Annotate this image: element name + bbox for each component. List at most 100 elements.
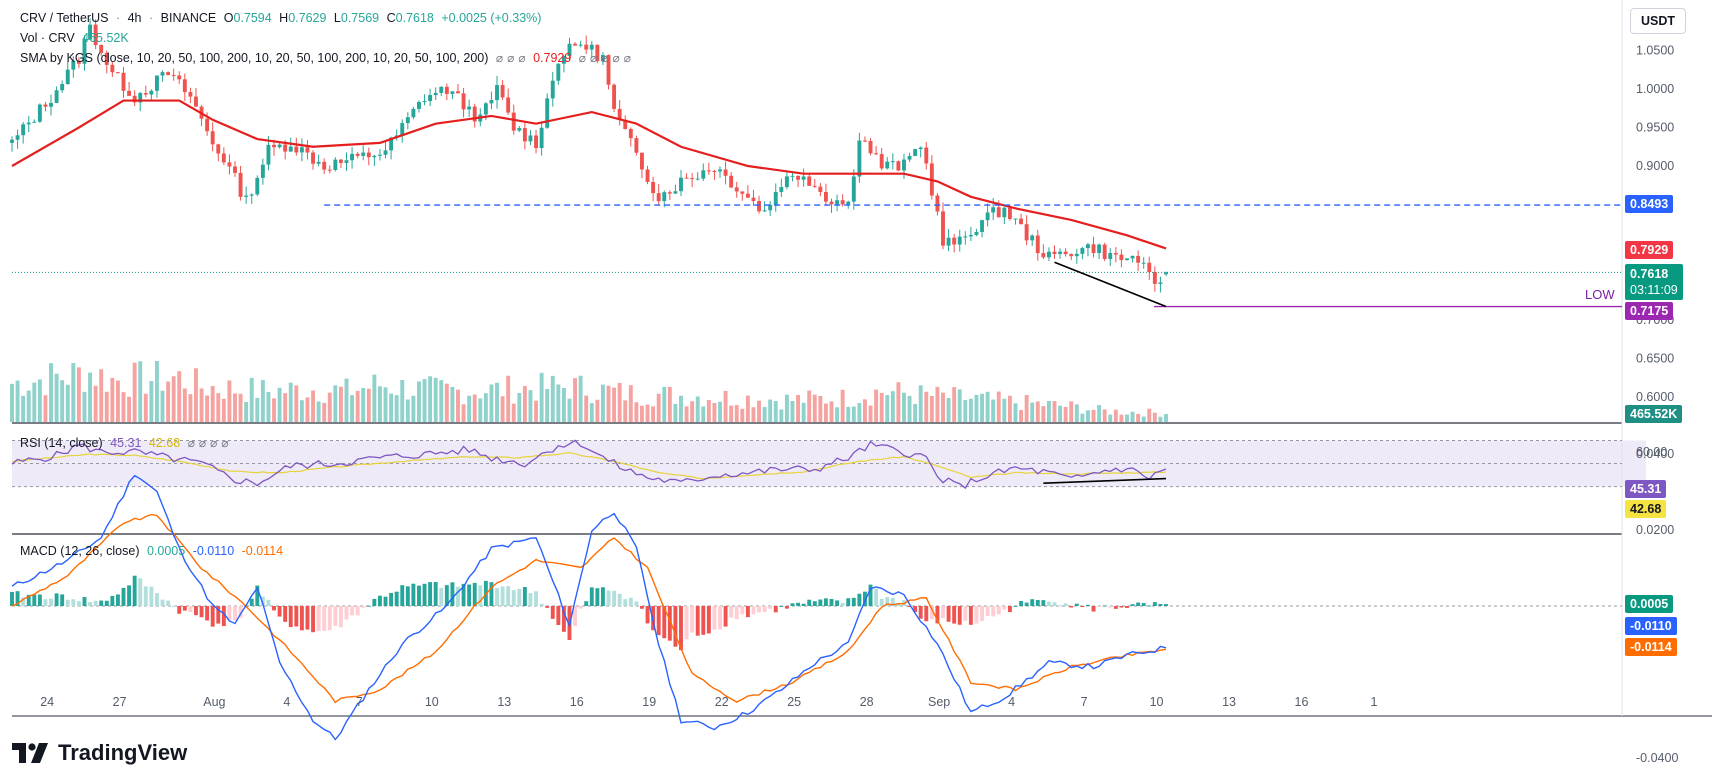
volume-bar: [322, 402, 327, 422]
macd-histogram-bar: [578, 606, 583, 609]
volume-bar: [417, 381, 421, 422]
macd-histogram-bar: [595, 588, 600, 606]
volume-bar: [478, 398, 483, 422]
candle-body: [400, 123, 405, 136]
macd-label[interactable]: MACD (12, 26, close): [20, 544, 140, 558]
candle-body: [991, 207, 996, 213]
candle-body: [578, 44, 583, 46]
macd-histogram-bar: [712, 606, 717, 630]
candle-body: [1035, 235, 1040, 254]
time-tick-label: 16: [570, 695, 584, 709]
candle-body: [656, 193, 661, 202]
volume-bar: [846, 406, 851, 422]
macd-histogram-bar: [1074, 603, 1079, 606]
candle-body: [807, 176, 812, 186]
macd-histogram-bar: [857, 593, 862, 606]
volume-bar: [991, 399, 996, 422]
candle-body: [93, 24, 98, 46]
volume-label[interactable]: Vol · CRV: [20, 31, 75, 45]
macd-histogram-bar: [773, 606, 778, 613]
candle-body: [1152, 272, 1157, 284]
volume-bar: [790, 400, 795, 422]
volume-bar: [1119, 414, 1124, 422]
volume-bar: [534, 400, 538, 422]
macd-signal-line: [11, 513, 1167, 704]
volume-bar: [138, 361, 143, 422]
volume-bar: [1030, 402, 1035, 422]
sma-label[interactable]: SMA by KGS: [20, 51, 93, 65]
volume-bar: [500, 396, 505, 422]
volume-bar: [561, 387, 566, 422]
candle-body: [857, 140, 862, 177]
macd-histogram-bar: [1080, 606, 1085, 607]
volume-bar: [684, 406, 689, 422]
volume-bar: [796, 395, 801, 422]
macd-histogram-bar: [389, 592, 394, 606]
interval[interactable]: 4h: [127, 11, 142, 25]
volume-bar: [1002, 398, 1007, 422]
macd-signal-value: -0.0114: [241, 544, 284, 558]
macd-histogram-bar: [561, 606, 566, 632]
macd-histogram-bar: [277, 606, 282, 617]
volume-bar: [723, 390, 728, 422]
candle-body: [439, 86, 444, 93]
candle-body: [104, 52, 109, 65]
macd-histogram-bar: [874, 588, 879, 606]
volume-bar: [690, 401, 695, 422]
volume-bar: [71, 363, 76, 422]
macd-histogram-bar: [110, 595, 115, 606]
macd-histogram-bar: [807, 599, 812, 606]
candle-body: [32, 121, 37, 123]
volume-bar: [272, 398, 276, 422]
candle-body: [534, 135, 538, 149]
sma-value: 0.7929: [533, 51, 572, 65]
candle-body: [879, 154, 884, 169]
rsi-label[interactable]: RSI (14, close): [20, 436, 103, 450]
change-value: +0.0025 (+0.33%): [441, 11, 542, 25]
volume-bar: [1152, 412, 1157, 422]
candle-body: [483, 103, 488, 115]
candle-body: [1007, 207, 1012, 219]
macd-signal-tag: -0.0114: [1625, 638, 1677, 656]
candle-body: [233, 166, 237, 173]
volume-bar: [227, 380, 232, 422]
volume-bar: [890, 391, 895, 422]
candle-body: [740, 191, 745, 194]
candle-body: [812, 185, 817, 187]
macd-histogram-bar: [757, 606, 761, 613]
candle-body: [1119, 254, 1124, 261]
macd-histogram-bar: [49, 598, 53, 606]
candle-body: [941, 211, 945, 246]
candle-body: [522, 128, 527, 142]
time-tick-label: 19: [642, 695, 656, 709]
candle-body: [573, 43, 578, 46]
hidden-value-icon: ⌀: [612, 51, 620, 65]
rsi-divergence-line: [1043, 477, 1167, 484]
volume-bar: [963, 400, 968, 422]
candle-body: [528, 135, 533, 142]
macd-histogram-bar: [511, 590, 516, 606]
price-tick-label: 0.6000: [1636, 390, 1674, 404]
time-tick-label: 4: [283, 695, 290, 709]
candle-body: [428, 95, 433, 102]
candle-body: [1125, 258, 1129, 261]
volume-bar: [511, 403, 516, 422]
volume-legend: Vol · CRV 465.52K: [20, 30, 133, 46]
candle-body: [143, 93, 148, 95]
candle-body: [299, 147, 304, 153]
volume-bar: [32, 382, 37, 422]
macd-histogram-bar: [628, 597, 633, 606]
tradingview-logo[interactable]: TradingView: [12, 740, 187, 766]
volume-bar: [21, 395, 26, 422]
symbol-name[interactable]: CRV / TetherUS: [20, 11, 109, 25]
volume-bar: [835, 407, 840, 422]
macd-histogram-bar: [272, 606, 276, 611]
candle-body: [15, 135, 20, 140]
currency-button[interactable]: USDT: [1630, 8, 1686, 34]
candle-body: [1074, 253, 1079, 257]
macd-histogram-bar: [812, 601, 817, 606]
volume-bar: [115, 380, 120, 422]
volume-bar: [110, 377, 115, 422]
volume-bar: [422, 379, 427, 422]
